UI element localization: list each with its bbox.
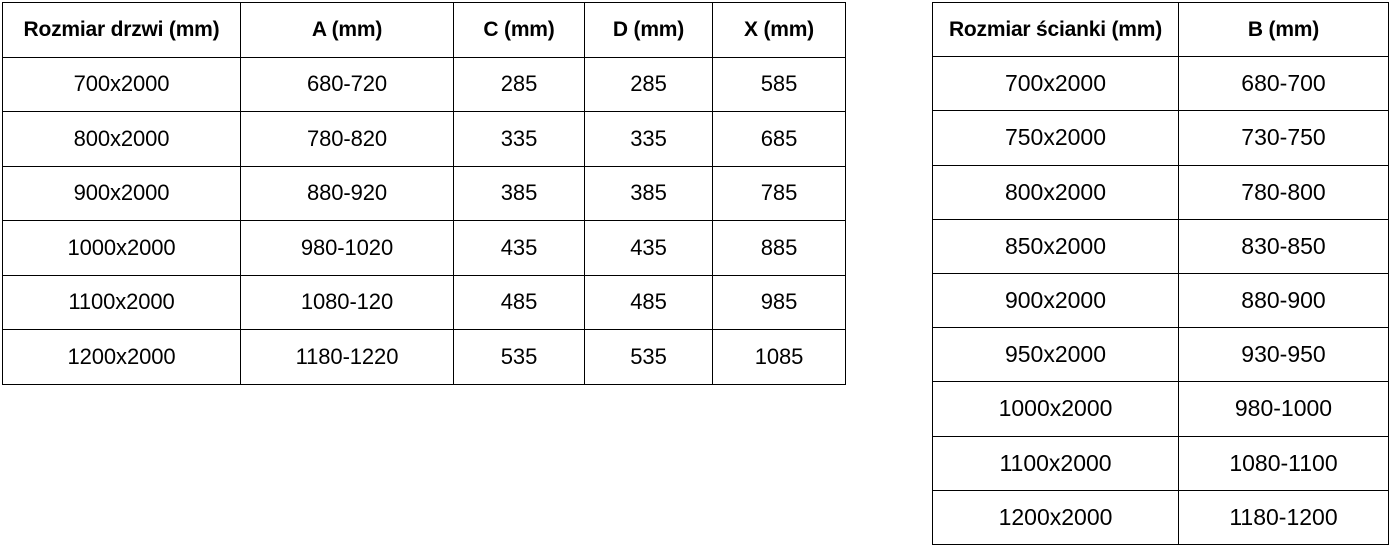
doors-table-head: Rozmiar drzwi (mm) A (mm) C (mm) D (mm) …: [2, 2, 846, 58]
cell-x: 885: [712, 220, 846, 276]
cell-door-size: 900x2000: [2, 165, 241, 221]
cell-c: 535: [453, 329, 585, 385]
cell-a: 1180-1220: [240, 329, 454, 385]
cell-c: 435: [453, 220, 585, 276]
cell-wall-size: 1200x2000: [932, 489, 1179, 545]
cell-wall-size: 850x2000: [932, 218, 1179, 274]
doors-size-grid: Rozmiar drzwi (mm) A (mm) C (mm) D (mm) …: [2, 2, 846, 385]
cell-a: 980-1020: [240, 220, 454, 276]
table-row: 900x2000 880-920 385 385 785: [2, 165, 846, 221]
table-row: 700x2000 680-700: [932, 56, 1389, 112]
col-header-wall-size: Rozmiar ścianki (mm): [932, 1, 1179, 58]
cell-x: 785: [712, 165, 846, 221]
cell-x: 1085: [712, 329, 846, 385]
table-row: 1100x2000 1080-120 485 485 985: [2, 274, 846, 330]
cell-c: 285: [453, 56, 585, 112]
wall-table-body: 700x2000 680-700 750x2000 730-750 800x20…: [932, 56, 1389, 545]
cell-b: 980-1000: [1178, 381, 1389, 437]
doors-size-table: Rozmiar drzwi (mm) A (mm) C (mm) D (mm) …: [2, 2, 846, 385]
cell-wall-size: 750x2000: [932, 110, 1179, 166]
cell-d: 485: [584, 274, 713, 330]
cell-d: 535: [584, 329, 713, 385]
cell-d: 285: [584, 56, 713, 112]
table-row: 1100x2000 1080-1100: [932, 435, 1389, 491]
cell-wall-size: 950x2000: [932, 327, 1179, 383]
cell-door-size: 1100x2000: [2, 274, 241, 330]
cell-door-size: 700x2000: [2, 56, 241, 112]
cell-b: 930-950: [1178, 327, 1389, 383]
cell-a: 780-820: [240, 111, 454, 167]
table-row: 850x2000 830-850: [932, 218, 1389, 274]
cell-c: 485: [453, 274, 585, 330]
cell-a: 680-720: [240, 56, 454, 112]
cell-b: 680-700: [1178, 56, 1389, 112]
col-header-door-size: Rozmiar drzwi (mm): [2, 2, 241, 58]
wall-table-head: Rozmiar ścianki (mm) B (mm): [932, 1, 1389, 58]
cell-wall-size: 1000x2000: [932, 381, 1179, 437]
cell-c: 335: [453, 111, 585, 167]
wall-panel-size-grid: Rozmiar ścianki (mm) B (mm) 700x2000 680…: [932, 1, 1389, 545]
col-header-a: A (mm): [240, 2, 454, 58]
cell-wall-size: 700x2000: [932, 56, 1179, 112]
cell-x: 685: [712, 111, 846, 167]
table-row: 1200x2000 1180-1200: [932, 489, 1389, 545]
table-row: 1200x2000 1180-1220 535 535 1085: [2, 329, 846, 385]
cell-a: 880-920: [240, 165, 454, 221]
cell-b: 780-800: [1178, 164, 1389, 220]
cell-x: 985: [712, 274, 846, 330]
cell-wall-size: 900x2000: [932, 272, 1179, 329]
cell-b: 1180-1200: [1178, 489, 1389, 545]
cell-a: 1080-120: [240, 274, 454, 330]
cell-door-size: 1000x2000: [2, 220, 241, 276]
cell-wall-size: 800x2000: [932, 164, 1179, 220]
table-row: 900x2000 880-900: [932, 272, 1389, 329]
table-row: 800x2000 780-800: [932, 164, 1389, 220]
cell-wall-size: 1100x2000: [932, 435, 1179, 491]
table-row: 700x2000 680-720 285 285 585: [2, 56, 846, 112]
col-header-c: C (mm): [453, 2, 585, 58]
table-header-row: Rozmiar ścianki (mm) B (mm): [932, 1, 1389, 58]
table-row: 1000x2000 980-1000: [932, 381, 1389, 437]
cell-b: 1080-1100: [1178, 435, 1389, 491]
table-row: 750x2000 730-750: [932, 110, 1389, 166]
table-row: 800x2000 780-820 335 335 685: [2, 111, 846, 167]
cell-c: 385: [453, 165, 585, 221]
table-row: 1000x2000 980-1020 435 435 885: [2, 220, 846, 276]
col-header-b: B (mm): [1178, 1, 1389, 58]
cell-b: 830-850: [1178, 218, 1389, 274]
table-row: 950x2000 930-950: [932, 327, 1389, 383]
col-header-d: D (mm): [584, 2, 713, 58]
cell-door-size: 800x2000: [2, 111, 241, 167]
doors-table-body: 700x2000 680-720 285 285 585 800x2000 78…: [2, 56, 846, 385]
cell-d: 335: [584, 111, 713, 167]
cell-d: 435: [584, 220, 713, 276]
cell-b: 730-750: [1178, 110, 1389, 166]
col-header-x: X (mm): [712, 2, 846, 58]
cell-door-size: 1200x2000: [2, 329, 241, 385]
cell-b: 880-900: [1178, 272, 1389, 329]
cell-x: 585: [712, 56, 846, 112]
cell-d: 385: [584, 165, 713, 221]
table-header-row: Rozmiar drzwi (mm) A (mm) C (mm) D (mm) …: [2, 2, 846, 58]
wall-panel-size-table: Rozmiar ścianki (mm) B (mm) 700x2000 680…: [932, 1, 1389, 545]
